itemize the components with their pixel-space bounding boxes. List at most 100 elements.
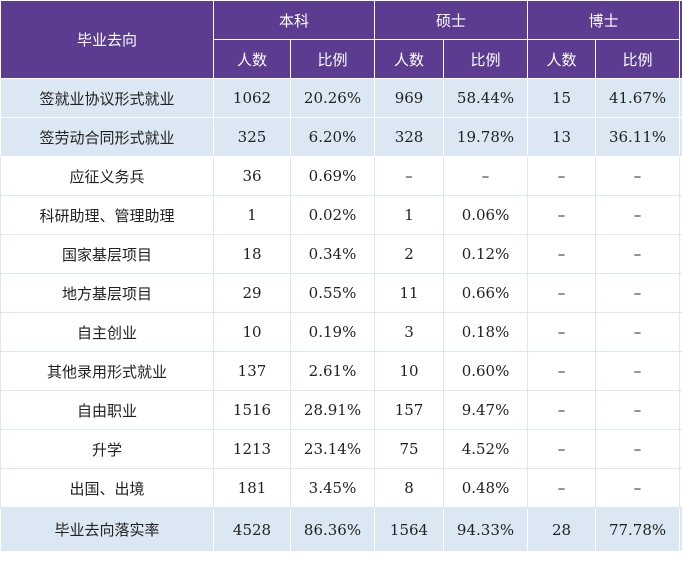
header-row-sub: 人数 比例 人数 比例 人数 比例 <box>1 39 682 79</box>
cell-undergrad-ratio: 0.34% <box>289 234 376 274</box>
row-label: 签就业协议形式就业 <box>0 78 214 118</box>
cell-doctor-ratio: – <box>595 351 681 391</box>
cell-undergrad-ratio: 0.55% <box>289 273 376 313</box>
cell-doctor-count: – <box>527 468 597 508</box>
cell-undergrad-count: 36 <box>213 156 291 196</box>
table-row: 国家基层项目 18 0.34% 2 0.12% – – <box>0 234 682 274</box>
cell-undergrad-ratio: 23.14% <box>289 429 376 469</box>
cell-undergrad-count: 29 <box>213 273 291 313</box>
cell-doctor-count: – <box>527 429 597 469</box>
header-group-undergrad: 本科 <box>212 0 376 40</box>
table-row: 地方基层项目 29 0.55% 11 0.66% – – <box>0 273 682 313</box>
header-master-ratio: 比例 <box>443 39 529 79</box>
cell-doctor-count: – <box>527 351 597 391</box>
cell-doctor-ratio: – <box>595 234 681 274</box>
cell-doctor-ratio: 77.78% <box>595 507 681 552</box>
cell-master-ratio: 9.47% <box>443 390 529 430</box>
cell-undergrad-ratio: 0.69% <box>289 156 376 196</box>
table-row: 其他录用形式就业 137 2.61% 10 0.60% – – <box>0 351 682 391</box>
cell-master-count: 969 <box>374 78 445 118</box>
header-doctor-ratio: 比例 <box>595 39 681 79</box>
cell-master-ratio: – <box>443 156 529 196</box>
cell-edge <box>679 507 682 552</box>
cell-undergrad-count: 325 <box>213 117 291 157</box>
cell-master-count: 2 <box>374 234 445 274</box>
table-row-total: 毕业去向落实率 4528 86.36% 1564 94.33% 28 77.78… <box>0 507 682 552</box>
cell-doctor-ratio: – <box>595 195 681 235</box>
cell-undergrad-count: 1 <box>213 195 291 235</box>
cell-doctor-count: – <box>527 390 597 430</box>
header-master-count: 人数 <box>374 39 445 79</box>
table-row: 科研助理、管理助理 1 0.02% 1 0.06% – – <box>0 195 682 235</box>
cell-doctor-ratio: – <box>595 273 681 313</box>
table-row: 签就业协议形式就业 1062 20.26% 969 58.44% 15 41.6… <box>0 78 682 118</box>
table-row: 自由职业 1516 28.91% 157 9.47% – – <box>0 390 682 430</box>
cell-undergrad-ratio: 86.36% <box>289 507 376 552</box>
header-undergrad-ratio: 比例 <box>289 39 376 79</box>
cell-master-count: 328 <box>374 117 445 157</box>
cell-master-ratio: 0.60% <box>443 351 529 391</box>
row-label: 其他录用形式就业 <box>0 351 214 391</box>
cell-master-count: 3 <box>374 312 445 352</box>
cell-undergrad-ratio: 2.61% <box>289 351 376 391</box>
row-label: 出国、出境 <box>0 468 214 508</box>
cell-doctor-count: 28 <box>527 507 597 552</box>
header-destination: 毕业去向 <box>0 0 214 79</box>
cell-master-count: 11 <box>374 273 445 313</box>
cell-master-ratio: 0.66% <box>443 273 529 313</box>
header-group-master: 硕士 <box>374 0 529 40</box>
header-row-groups: 毕业去向 本科 硕士 博士 <box>0 0 682 79</box>
table-row: 签劳动合同形式就业 325 6.20% 328 19.78% 13 36.11% <box>0 117 682 157</box>
cell-master-ratio: 0.06% <box>443 195 529 235</box>
row-label: 科研助理、管理助理 <box>0 195 214 235</box>
cell-undergrad-count: 1213 <box>213 429 291 469</box>
cell-doctor-count: 13 <box>527 117 597 157</box>
cell-undergrad-ratio: 0.02% <box>289 195 376 235</box>
cell-undergrad-ratio: 0.19% <box>289 312 376 352</box>
cell-master-ratio: 58.44% <box>443 78 529 118</box>
row-label: 应征义务兵 <box>0 156 214 196</box>
cell-doctor-count: – <box>527 273 597 313</box>
cell-undergrad-ratio: 28.91% <box>289 390 376 430</box>
cell-undergrad-ratio: 6.20% <box>289 117 376 157</box>
cell-master-ratio: 4.52% <box>443 429 529 469</box>
header-doctor-count: 人数 <box>527 39 597 79</box>
cell-master-count: 8 <box>374 468 445 508</box>
table-row: 出国、出境 181 3.45% 8 0.48% – – <box>0 468 682 508</box>
cell-doctor-ratio: 36.11% <box>595 117 681 157</box>
cell-undergrad-ratio: 20.26% <box>289 78 376 118</box>
cell-undergrad-count: 4528 <box>213 507 291 552</box>
cell-doctor-count: – <box>527 234 597 274</box>
cell-doctor-count: 15 <box>527 78 597 118</box>
cell-doctor-count: – <box>527 195 597 235</box>
header-undergrad-count: 人数 <box>213 39 291 79</box>
header-group-doctor: 博士 <box>527 0 681 40</box>
table-row: 自主创业 10 0.19% 3 0.18% – – <box>0 312 682 352</box>
cell-undergrad-ratio: 3.45% <box>289 468 376 508</box>
cell-doctor-ratio: – <box>595 312 681 352</box>
cell-master-count: 10 <box>374 351 445 391</box>
cell-master-ratio: 0.18% <box>443 312 529 352</box>
cell-master-count: – <box>374 156 445 196</box>
row-label: 自主创业 <box>0 312 214 352</box>
cell-undergrad-count: 10 <box>213 312 291 352</box>
cell-doctor-count: – <box>527 156 597 196</box>
cell-master-count: 1 <box>374 195 445 235</box>
cell-master-ratio: 94.33% <box>443 507 529 552</box>
cell-doctor-ratio: – <box>595 429 681 469</box>
cell-undergrad-count: 137 <box>213 351 291 391</box>
cell-master-count: 1564 <box>374 507 445 552</box>
row-label: 自由职业 <box>0 390 214 430</box>
row-label: 签劳动合同形式就业 <box>0 117 214 157</box>
cell-doctor-ratio: – <box>595 468 681 508</box>
cell-master-count: 157 <box>374 390 445 430</box>
cell-doctor-ratio: – <box>595 390 681 430</box>
cell-undergrad-count: 1516 <box>213 390 291 430</box>
row-label: 地方基层项目 <box>0 273 214 313</box>
cell-doctor-count: – <box>527 312 597 352</box>
table-row: 升学 1213 23.14% 75 4.52% – – <box>0 429 682 469</box>
cell-doctor-ratio: 41.67% <box>595 78 681 118</box>
row-label: 升学 <box>0 429 214 469</box>
cell-master-count: 75 <box>374 429 445 469</box>
row-label: 国家基层项目 <box>0 234 214 274</box>
